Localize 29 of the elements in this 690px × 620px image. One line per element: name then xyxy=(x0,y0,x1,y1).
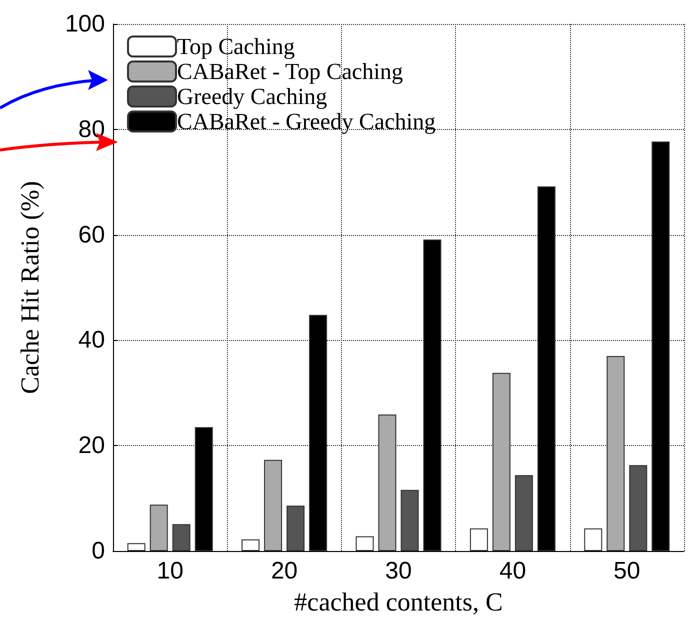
y-tick-label: 100 xyxy=(64,10,105,38)
x-axis-title: #cached contents, C xyxy=(294,588,503,616)
legend-label: Top Caching xyxy=(177,34,296,59)
bar xyxy=(584,528,602,551)
x-tick-label: 20 xyxy=(270,558,298,584)
y-tick-label: 40 xyxy=(78,326,105,354)
x-tick-label: 40 xyxy=(499,558,526,584)
bar xyxy=(264,460,282,551)
x-tick-label: 50 xyxy=(614,558,640,584)
bar xyxy=(400,490,419,551)
legend-label: Greedy Caching xyxy=(177,84,328,109)
y-tick-label: 60 xyxy=(78,221,105,248)
bar xyxy=(356,536,374,551)
bar xyxy=(514,475,533,551)
legend-label: CABaRet - Top Caching xyxy=(177,59,404,84)
x-tick-label: 10 xyxy=(156,558,184,584)
bar xyxy=(286,506,305,551)
legend-label: CABaRet - Greedy Caching xyxy=(177,109,436,134)
bar xyxy=(629,465,648,551)
bar xyxy=(172,524,190,551)
y-axis-title: Cache Hit Ratio (%) xyxy=(16,181,44,394)
y-tick-label: 80 xyxy=(78,116,105,143)
bar xyxy=(150,504,168,551)
x-tick-label: 30 xyxy=(385,558,412,584)
y-tick-label: 0 xyxy=(92,538,105,564)
bar xyxy=(127,543,146,551)
bar xyxy=(470,528,488,551)
y-tick-label: 20 xyxy=(78,432,105,460)
bar xyxy=(242,539,260,551)
